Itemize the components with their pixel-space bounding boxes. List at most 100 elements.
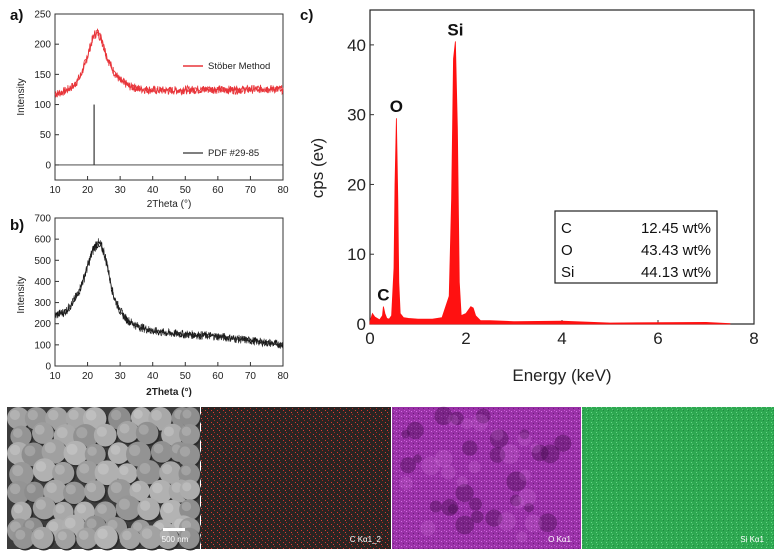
sphere-highlight [27, 409, 38, 421]
sphere-highlight [86, 518, 97, 529]
oxygen-bright-region [518, 488, 537, 507]
silica-sphere [150, 440, 173, 463]
chart-a-xtick-label: 60 [212, 185, 224, 196]
silica-sphere [93, 423, 117, 447]
oxygen-bright-region [434, 449, 453, 468]
carbon-map-background [201, 407, 391, 549]
sphere-highlight [152, 482, 163, 494]
chart-c-xtick-label: 6 [653, 329, 662, 348]
silica-sphere [157, 527, 179, 550]
oxygen-dark-region [400, 457, 417, 474]
sphere-highlight [55, 504, 65, 514]
oxygen-dark-region [429, 500, 442, 513]
silica-sphere [135, 421, 159, 445]
oxygen-dark-region [519, 429, 530, 440]
sphere-highlight [171, 482, 183, 493]
oxygen-map-background [392, 407, 581, 549]
oxygen-dark-region [401, 429, 410, 439]
legend-label-stober: Stöber Method [208, 61, 270, 72]
chart-b-ytick-label: 500 [34, 256, 51, 267]
sphere-highlight [159, 529, 170, 540]
oxygen-dark-region [489, 447, 506, 463]
oxygen-dark-region [413, 454, 422, 463]
chart-a-ytick-label: 200 [34, 40, 51, 51]
silica-sphere [31, 526, 54, 549]
sphere-highlight [24, 520, 35, 530]
panel-label-a: a) [10, 7, 23, 24]
oxygen-bright-region [517, 432, 532, 447]
oxygen-dark-region [485, 509, 503, 527]
chart-a-xtick-label: 50 [180, 185, 192, 196]
sphere-highlight [26, 484, 36, 494]
silica-sphere [76, 527, 98, 549]
silica-sphere [159, 461, 182, 484]
sphere-highlight [54, 464, 65, 475]
chart-b-xtick-label: 50 [180, 371, 192, 382]
oxygen-dark-region [489, 429, 509, 449]
sphere-highlight [181, 501, 192, 512]
silica-sphere [84, 480, 106, 502]
chart-b-xlabel: 2Theta (°) [146, 387, 192, 398]
chart-c-ytick-label: 20 [347, 175, 366, 194]
oxygen-bright-region [512, 496, 525, 509]
sphere-highlight [34, 424, 45, 435]
silica-sphere [179, 407, 200, 428]
chart-b-xtick-label: 20 [82, 371, 94, 382]
oxygen-bright-region [456, 476, 468, 488]
chart-a-xlabel: 2Theta (°) [147, 199, 192, 210]
peak-label-si: Si [447, 20, 463, 39]
sphere-highlight [12, 465, 24, 477]
oxygen-dark-region [475, 408, 491, 424]
sphere-highlight [181, 426, 192, 437]
sphere-highlight [141, 528, 153, 539]
sphere-highlight [65, 484, 76, 495]
sphere-highlight [138, 424, 149, 435]
oxygen-dark-region [540, 444, 560, 464]
chart-b-xtick-label: 60 [212, 371, 224, 382]
oxygen-bright-region [491, 428, 504, 441]
silica-sphere [179, 479, 200, 501]
chart-b-ylabel: Intensity [16, 276, 27, 313]
oxygen-dark-region [447, 503, 458, 514]
oxygen-dark-region [434, 406, 453, 426]
silica-sphere [41, 439, 67, 464]
oxygen-dark-region [538, 513, 558, 533]
silica-sphere [32, 496, 56, 520]
chart-c-ytick-label: 40 [347, 36, 366, 55]
silica-sphere [11, 501, 32, 523]
sphere-highlight [181, 520, 192, 530]
sphere-highlight [97, 528, 108, 540]
chart-b-ytick-label: 200 [34, 319, 51, 330]
silica-sphere [178, 527, 200, 549]
sphere-highlight [9, 483, 21, 495]
silica-sphere [179, 423, 201, 445]
silica-sphere [52, 461, 75, 485]
sphere-highlight [162, 502, 174, 514]
silica-sphere [136, 459, 161, 485]
sphere-highlight [66, 443, 78, 455]
silica-sphere [84, 443, 106, 465]
chart-a-xtick-label: 70 [245, 185, 257, 196]
silica-sphere [9, 462, 34, 487]
silica-sphere [137, 497, 160, 521]
chart-c-xtick-label: 2 [461, 329, 470, 348]
silica-sphere [116, 420, 139, 443]
chart-b-xtick-label: 70 [245, 371, 257, 382]
panel-label-c: c) [300, 7, 313, 24]
eds-spectrum-area [369, 41, 731, 325]
silica-sphere [129, 480, 150, 502]
peak-label-c: C [377, 286, 389, 305]
silica-sphere [45, 407, 69, 431]
oxygen-bright-region [447, 414, 459, 426]
sphere-highlight [68, 409, 79, 420]
silica-sphere [7, 407, 30, 430]
chart-b-ytick-label: 700 [34, 214, 51, 225]
silica-sphere [176, 443, 200, 467]
silica-sphere [32, 458, 57, 482]
carbon-map-image: C Kα1_2 [201, 407, 391, 549]
chart-c-ytick-label: 30 [347, 106, 366, 125]
chart-c-ytick-label: 10 [347, 245, 366, 264]
sem-image: 500 nm [7, 407, 202, 551]
